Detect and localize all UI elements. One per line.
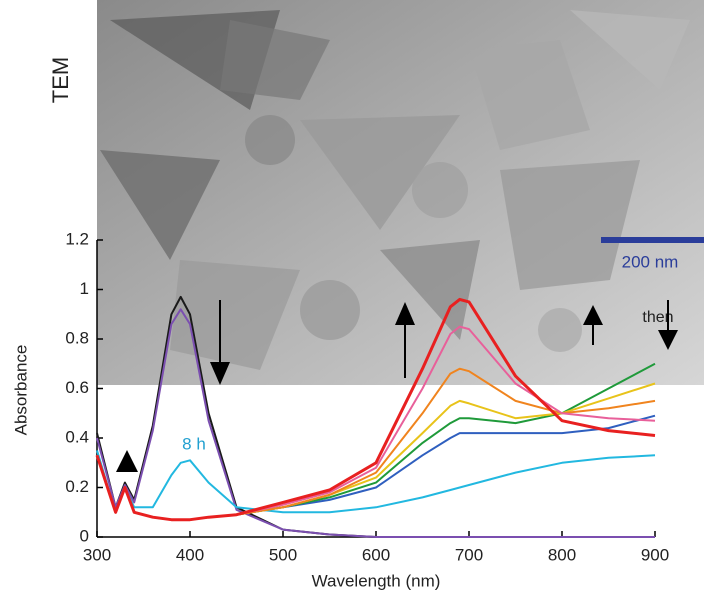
x-tick-label: 500 [269,545,297,564]
figure: TEM 200 nm 0 0.2 0.4 0.6 0.8 1 1.2 300 400 500 600… [0,0,704,600]
y-tick-label: 0.6 [65,378,89,397]
x-axis-label: Wavelength (nm) [312,571,441,590]
spectrum-line [97,369,655,520]
y-tick-label: 1 [80,279,89,298]
scale-label: 200 nm [622,252,679,271]
time-label: 8 h [182,434,206,453]
x-tick-label: 800 [548,545,576,564]
x-tick-label: 700 [455,545,483,564]
y-tick-label: 0.2 [65,477,89,496]
x-tick-label: 300 [83,545,111,564]
y-tick-label: 0 [80,526,89,545]
x-tick-label: 900 [641,545,669,564]
y-axis-label: Absorbance [11,345,30,436]
tem-label: TEM [48,57,73,103]
spectrum-line [97,364,655,520]
y-tick-label: 1.2 [65,229,89,248]
x-tick-label: 600 [362,545,390,564]
spectrum-line [97,384,655,520]
y-tick-label: 0.8 [65,328,89,347]
y-tick-label: 0.4 [65,427,89,446]
tem-image [97,0,704,385]
x-tick-label: 400 [176,545,204,564]
